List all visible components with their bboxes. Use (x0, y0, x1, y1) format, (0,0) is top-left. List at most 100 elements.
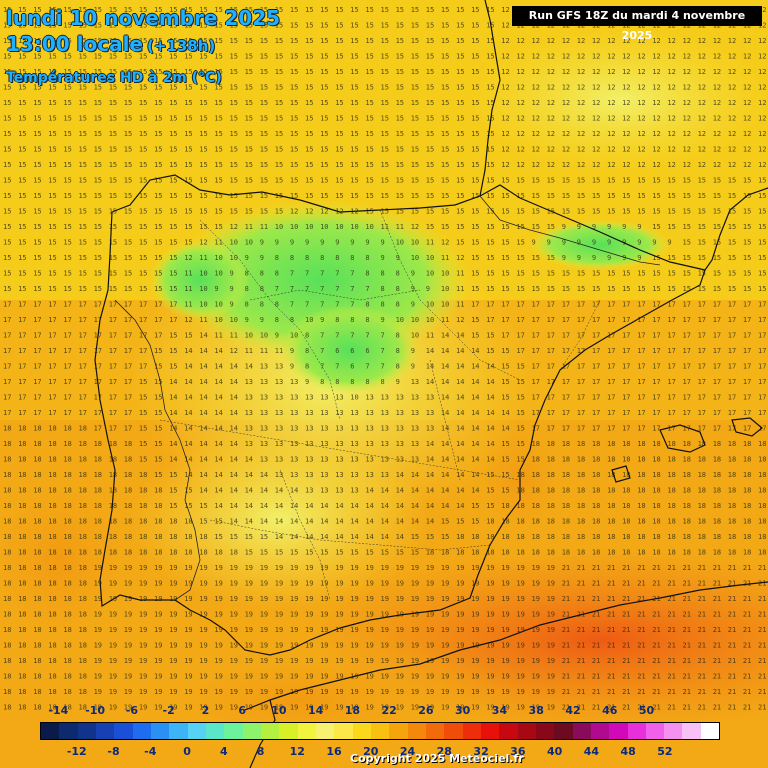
svg-text:19: 19 (124, 580, 132, 588)
svg-text:18: 18 (728, 518, 736, 526)
svg-text:21: 21 (743, 704, 751, 712)
legend-swatch (114, 723, 133, 739)
svg-text:18: 18 (652, 549, 660, 557)
svg-text:12: 12 (622, 161, 630, 169)
svg-text:13: 13 (305, 471, 313, 479)
svg-text:8: 8 (335, 378, 339, 386)
svg-text:19: 19 (411, 595, 419, 603)
svg-text:18: 18 (124, 502, 132, 510)
svg-text:15: 15 (154, 177, 162, 185)
svg-text:17: 17 (562, 378, 570, 386)
svg-text:15: 15 (63, 37, 71, 45)
svg-text:15: 15 (184, 37, 192, 45)
svg-text:19: 19 (501, 626, 509, 634)
svg-text:15: 15 (260, 146, 268, 154)
svg-text:17: 17 (124, 394, 132, 402)
svg-text:19: 19 (456, 704, 464, 712)
svg-text:19: 19 (214, 580, 222, 588)
svg-text:19: 19 (184, 704, 192, 712)
svg-text:8: 8 (365, 378, 369, 386)
svg-text:12: 12 (622, 53, 630, 61)
svg-text:12: 12 (743, 115, 751, 123)
svg-text:15: 15 (154, 223, 162, 231)
svg-text:15: 15 (199, 37, 207, 45)
svg-text:15: 15 (33, 130, 41, 138)
svg-text:18: 18 (622, 471, 630, 479)
svg-text:15: 15 (199, 177, 207, 185)
svg-text:12: 12 (652, 84, 660, 92)
svg-text:17: 17 (562, 316, 570, 324)
svg-text:17: 17 (698, 394, 706, 402)
svg-text:18: 18 (3, 642, 11, 650)
svg-text:12: 12 (577, 146, 585, 154)
svg-text:12: 12 (547, 115, 555, 123)
svg-text:12: 12 (683, 146, 691, 154)
svg-text:19: 19 (396, 564, 404, 572)
svg-text:15: 15 (486, 99, 494, 107)
svg-text:17: 17 (33, 394, 41, 402)
svg-text:21: 21 (607, 595, 615, 603)
svg-text:18: 18 (652, 518, 660, 526)
svg-text:17: 17 (109, 394, 117, 402)
svg-text:14: 14 (184, 378, 192, 386)
svg-text:15: 15 (260, 549, 268, 557)
svg-text:15: 15 (305, 161, 313, 169)
svg-text:15: 15 (305, 549, 313, 557)
svg-text:19: 19 (184, 595, 192, 603)
svg-text:19: 19 (471, 704, 479, 712)
svg-text:15: 15 (456, 6, 464, 14)
svg-text:15: 15 (260, 22, 268, 30)
svg-text:17: 17 (667, 378, 675, 386)
svg-text:15: 15 (471, 84, 479, 92)
svg-text:15: 15 (169, 270, 177, 278)
svg-text:13: 13 (350, 425, 358, 433)
svg-text:19: 19 (169, 704, 177, 712)
svg-text:17: 17 (683, 347, 691, 355)
svg-text:19: 19 (501, 595, 509, 603)
svg-text:12: 12 (698, 68, 706, 76)
legend-label: 36 (510, 745, 526, 758)
svg-text:9: 9 (305, 378, 309, 386)
svg-text:18: 18 (63, 487, 71, 495)
svg-text:13: 13 (381, 456, 389, 464)
svg-text:15: 15 (743, 177, 751, 185)
svg-text:15: 15 (426, 146, 434, 154)
svg-text:18: 18 (547, 487, 555, 495)
svg-text:15: 15 (214, 22, 222, 30)
legend-label: 38 (528, 704, 544, 717)
svg-text:15: 15 (365, 37, 373, 45)
svg-text:15: 15 (109, 161, 117, 169)
svg-text:15: 15 (532, 270, 540, 278)
legend-top-labels: -14 -10 -6 -2 2 6 10 14 18 22 26 30 34 38 42 46 50 (40, 704, 720, 718)
svg-text:15: 15 (683, 192, 691, 200)
svg-text:19: 19 (154, 657, 162, 665)
svg-text:17: 17 (592, 363, 600, 371)
svg-text:17: 17 (683, 363, 691, 371)
svg-text:15: 15 (139, 425, 147, 433)
svg-text:18: 18 (758, 456, 766, 464)
svg-text:12: 12 (562, 115, 570, 123)
svg-text:18: 18 (547, 456, 555, 464)
svg-text:12: 12 (547, 53, 555, 61)
svg-text:15: 15 (79, 84, 87, 92)
svg-text:12: 12 (758, 6, 766, 14)
svg-text:18: 18 (79, 440, 87, 448)
svg-text:19: 19 (199, 688, 207, 696)
svg-text:14: 14 (411, 487, 419, 495)
svg-text:10: 10 (350, 223, 358, 231)
svg-text:15: 15 (290, 53, 298, 61)
legend-swatch (407, 723, 426, 739)
svg-text:17: 17 (124, 363, 132, 371)
svg-text:13: 13 (396, 425, 404, 433)
svg-text:15: 15 (320, 37, 328, 45)
svg-text:15: 15 (124, 53, 132, 61)
svg-text:7: 7 (335, 363, 339, 371)
svg-text:12: 12 (667, 37, 675, 45)
svg-text:15: 15 (562, 208, 570, 216)
svg-text:12: 12 (652, 68, 660, 76)
svg-text:15: 15 (350, 115, 358, 123)
svg-text:14: 14 (471, 409, 479, 417)
svg-text:18: 18 (79, 688, 87, 696)
svg-text:14: 14 (184, 409, 192, 417)
legend-label: 0 (183, 745, 191, 758)
